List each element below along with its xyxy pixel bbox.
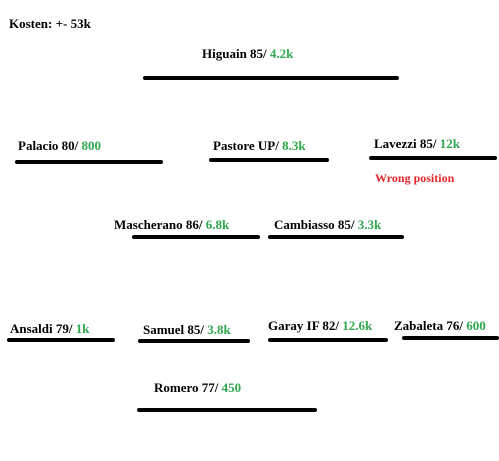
- player-name: Garay IF 82/: [268, 318, 340, 333]
- underline: [402, 336, 499, 340]
- player-price: 600: [466, 318, 486, 333]
- player-name: Pastore UP/: [213, 138, 279, 153]
- player-price: 450: [221, 380, 242, 395]
- underline: [268, 235, 404, 239]
- player-name: Samuel 85/: [143, 322, 205, 337]
- player-name: Palacio 80/: [18, 138, 79, 153]
- player-price: 8.3k: [282, 138, 306, 153]
- player-name: Romero 77/: [154, 380, 219, 395]
- player-romero: Romero 77/ 450: [154, 380, 241, 396]
- player-price: 12k: [439, 136, 460, 151]
- player-name: Higuain 85/: [202, 46, 267, 61]
- player-price: 3.8k: [207, 322, 231, 337]
- player-price: 3.3k: [357, 217, 382, 232]
- player-pastore: Pastore UP/ 8.3k: [213, 138, 306, 154]
- underline: [143, 76, 399, 80]
- underline: [7, 338, 115, 342]
- player-price: 1k: [75, 321, 90, 336]
- player-cambiasso: Cambiasso 85/ 3.3k: [274, 217, 381, 233]
- player-price: 6.8k: [205, 217, 230, 232]
- underline: [138, 339, 250, 343]
- cost-label: Kosten: +- 53k: [9, 16, 91, 31]
- underline: [15, 160, 163, 164]
- underline: [369, 156, 497, 160]
- player-ansaldi: Ansaldi 79/ 1k: [10, 321, 89, 337]
- player-name: Cambiasso 85/: [274, 217, 355, 232]
- player-garay: Garay IF 82/ 12.6k: [268, 318, 372, 334]
- underline: [132, 235, 260, 239]
- player-name: Lavezzi 85/: [374, 136, 437, 151]
- player-mascherano: Mascherano 86/ 6.8k: [114, 217, 229, 233]
- player-price: 12.6k: [342, 318, 373, 333]
- underline: [137, 408, 317, 412]
- player-palacio: Palacio 80/ 800: [18, 138, 101, 154]
- player-lavezzi: Lavezzi 85/ 12k: [374, 136, 460, 152]
- player-price: 4.2k: [269, 46, 294, 61]
- player-name: Ansaldi 79/: [10, 321, 73, 336]
- player-higuain: Higuain 85/ 4.2k: [202, 46, 293, 62]
- player-zabaleta: Zabaleta 76/ 600: [394, 318, 486, 334]
- wrong-position-warning: Wrong position: [375, 171, 455, 185]
- player-name: Zabaleta 76/: [394, 318, 463, 333]
- player-name: Mascherano 86/: [114, 217, 203, 232]
- underline: [268, 338, 388, 342]
- player-samuel: Samuel 85/ 3.8k: [143, 322, 231, 338]
- player-price: 800: [81, 138, 102, 153]
- underline: [209, 158, 329, 162]
